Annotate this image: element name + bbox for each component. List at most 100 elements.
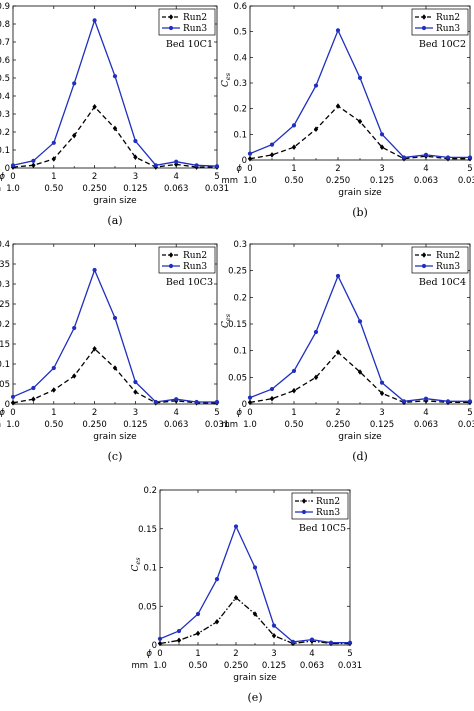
y-tick-label: 0.8: [0, 20, 10, 30]
y-tick-label: 0.1: [233, 130, 247, 140]
data-point-run2: [112, 125, 118, 132]
legend-marker-run2: [421, 252, 427, 258]
data-point-run3: [467, 155, 473, 160]
x-tick-label-phi: 2: [92, 408, 97, 418]
y-tick-label: 0.3: [0, 110, 10, 120]
bed-label: Bed 10C3: [166, 277, 213, 288]
y-tick-label: 0.1: [0, 360, 10, 370]
y-tick-label: 0.3: [233, 79, 247, 89]
x-tick-label-mm: 0.125: [123, 184, 147, 194]
data-point-run2: [271, 632, 277, 639]
panel-caption: (e): [247, 691, 262, 704]
data-point-run3: [51, 140, 56, 145]
y-axis-label-sub: es: [224, 72, 232, 80]
chart-panel-5: 0 0.05 0.1 0.15 0.2 Ces 0 1.0 1 0.50 2 0.250 3 0.125 4…: [131, 486, 362, 704]
phi-row-prefix: ϕ: [146, 649, 152, 659]
y-tick-label: 0.05: [138, 602, 157, 612]
legend-label-run2: Run2: [316, 497, 340, 507]
data-point-run2: [51, 156, 56, 162]
legend-marker-run3: [168, 263, 174, 269]
x-tick-label-phi: 4: [423, 408, 428, 418]
y-tick-label: 0.05: [228, 373, 247, 383]
data-point-run2: [72, 373, 77, 379]
y-tick-label: 0.2: [233, 293, 247, 303]
data-point-run3: [195, 611, 201, 617]
data-point-run3: [269, 142, 275, 147]
phi-row-prefix: ϕ: [0, 408, 5, 418]
data-point-run3: [153, 163, 158, 168]
x-tick-label-phi: 1: [291, 408, 296, 418]
legend-marker-run2: [168, 252, 174, 258]
data-point-run3: [31, 158, 36, 163]
data-point-run3: [133, 138, 138, 144]
data-point-run3: [133, 379, 138, 385]
series-line-run2: [249, 351, 470, 404]
chart-panel-1: 0 0.1 0.2 0.3 0.4 0.5 0.6 0.7 0.8 0.9 Ces 0 1.0 1 0.50…: [0, 2, 229, 227]
legend-marker-run2: [301, 498, 307, 504]
legend-label-run2: Run2: [436, 13, 460, 23]
data-point-run3: [335, 273, 341, 279]
y-tick-label: 0: [5, 400, 10, 410]
panel-caption: (a): [107, 214, 122, 227]
phi-row-prefix: ϕ: [236, 408, 242, 418]
x-tick-label-phi: 0: [157, 649, 162, 659]
data-point-run2: [157, 640, 163, 647]
data-point-run3: [174, 159, 179, 164]
series-line-run3: [12, 268, 217, 403]
x-tick-label-phi: 3: [271, 649, 276, 659]
x-tick-label-mm: 0.50: [189, 661, 208, 671]
data-point-run2: [133, 154, 138, 160]
panel-caption: (b): [352, 206, 368, 219]
data-point-run2: [357, 369, 363, 375]
data-point-run2: [92, 346, 97, 352]
x-tick-label-phi: 5: [214, 408, 219, 418]
y-tick-label: 0.15: [138, 525, 157, 535]
legend-marker-run2: [168, 14, 174, 20]
phi-row-prefix: ϕ: [236, 164, 242, 174]
x-tick-label-mm: 1.0: [153, 661, 167, 671]
data-point-run3: [291, 368, 297, 374]
data-point-run2: [379, 144, 385, 150]
data-point-run3: [445, 155, 451, 160]
legend-label-run3: Run3: [316, 508, 340, 518]
bed-label: Bed 10C4: [419, 277, 466, 288]
legend-marker-run3: [421, 25, 427, 31]
data-point-run3: [72, 81, 77, 86]
data-point-run3: [214, 399, 220, 405]
x-tick-label-mm: 0.063: [414, 176, 438, 186]
legend-marker-run2: [421, 14, 427, 20]
legend-box: [411, 246, 469, 274]
data-point-run3: [347, 640, 353, 645]
x-tick-label-phi: 1: [51, 408, 56, 418]
data-point-run2: [247, 155, 253, 162]
x-tick-label-mm: 0.50: [285, 420, 304, 430]
x-tick-label-mm: 0.250: [224, 661, 248, 671]
x-axis-label: grain size: [93, 196, 137, 206]
data-point-run3: [233, 524, 239, 529]
data-point-run3: [112, 315, 118, 321]
x-tick-label-mm: 0.250: [326, 176, 350, 186]
x-tick-label-mm: 0.125: [123, 420, 147, 430]
x-tick-label-mm: 0.063: [164, 184, 188, 194]
y-tick-label: 0.4: [0, 240, 10, 250]
data-point-run3: [194, 399, 199, 405]
x-tick-label-phi: 5: [214, 172, 219, 182]
panel-caption: (d): [352, 450, 368, 463]
legend-marker-run3: [168, 25, 174, 31]
data-point-run3: [10, 163, 16, 168]
data-point-run2: [269, 395, 275, 402]
y-tick-label: 0.2: [0, 128, 10, 138]
x-tick-label-phi: 2: [92, 172, 97, 182]
x-tick-label-phi: 3: [133, 172, 138, 182]
y-axis-label-main: C: [221, 80, 231, 87]
legend-box: [158, 8, 216, 36]
legend-label-run3: Run3: [436, 262, 460, 272]
data-point-run3: [401, 399, 407, 404]
data-point-run3: [194, 163, 199, 168]
x-tick-label-phi: 2: [335, 408, 340, 418]
x-tick-label-mm: 0.50: [44, 184, 63, 194]
y-tick-label: 0.15: [228, 320, 247, 330]
y-tick-label: 0: [242, 400, 247, 410]
x-tick-label-phi: 3: [379, 164, 384, 174]
y-tick-label: 0.1: [0, 146, 10, 156]
